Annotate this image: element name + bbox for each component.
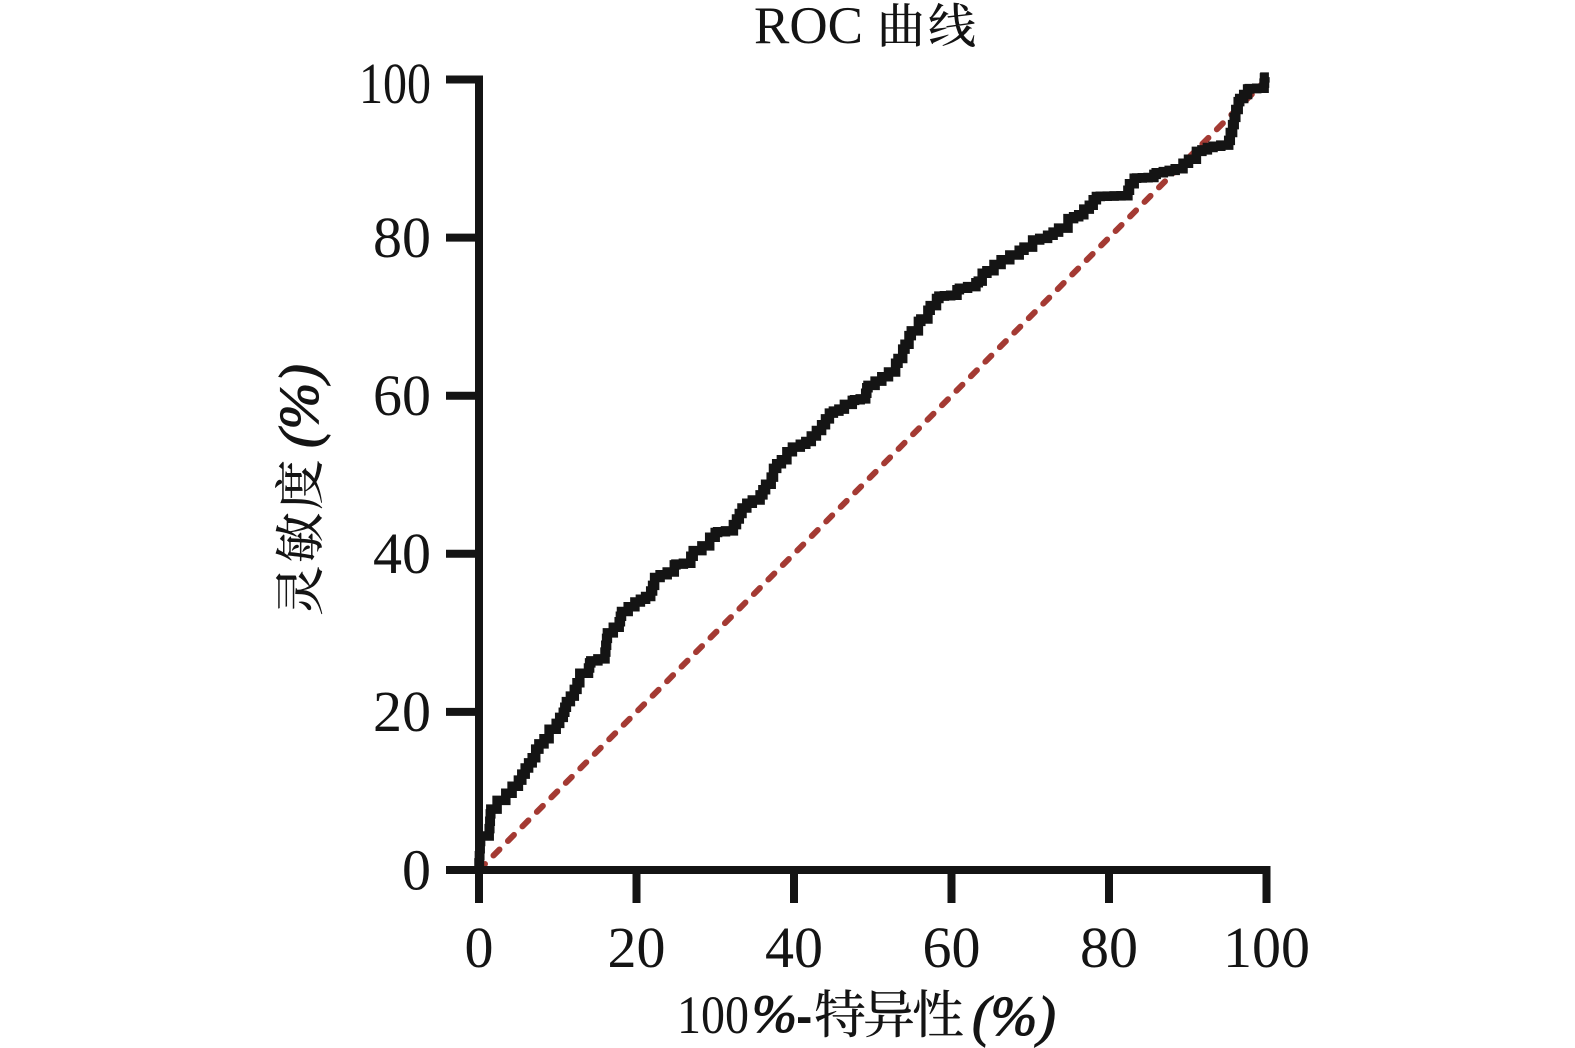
svg-text:40: 40 [373, 521, 431, 586]
svg-text:80: 80 [1080, 915, 1138, 980]
svg-text:ROC: ROC [754, 0, 863, 55]
svg-text:100: 100 [1223, 915, 1310, 980]
svg-text:60: 60 [373, 363, 431, 428]
svg-text:20: 20 [373, 679, 431, 744]
svg-text:(%): (%) [972, 986, 1056, 1048]
svg-text:100: 100 [677, 985, 749, 1045]
svg-text:100: 100 [359, 51, 431, 116]
svg-text:(%): (%) [269, 364, 331, 448]
svg-text:%: % [752, 984, 797, 1044]
svg-text:60: 60 [923, 915, 981, 980]
svg-text:0: 0 [465, 915, 494, 980]
svg-text:20: 20 [608, 915, 666, 980]
svg-text:80: 80 [373, 205, 431, 270]
svg-text:0: 0 [402, 837, 431, 902]
svg-text:40: 40 [765, 915, 823, 980]
